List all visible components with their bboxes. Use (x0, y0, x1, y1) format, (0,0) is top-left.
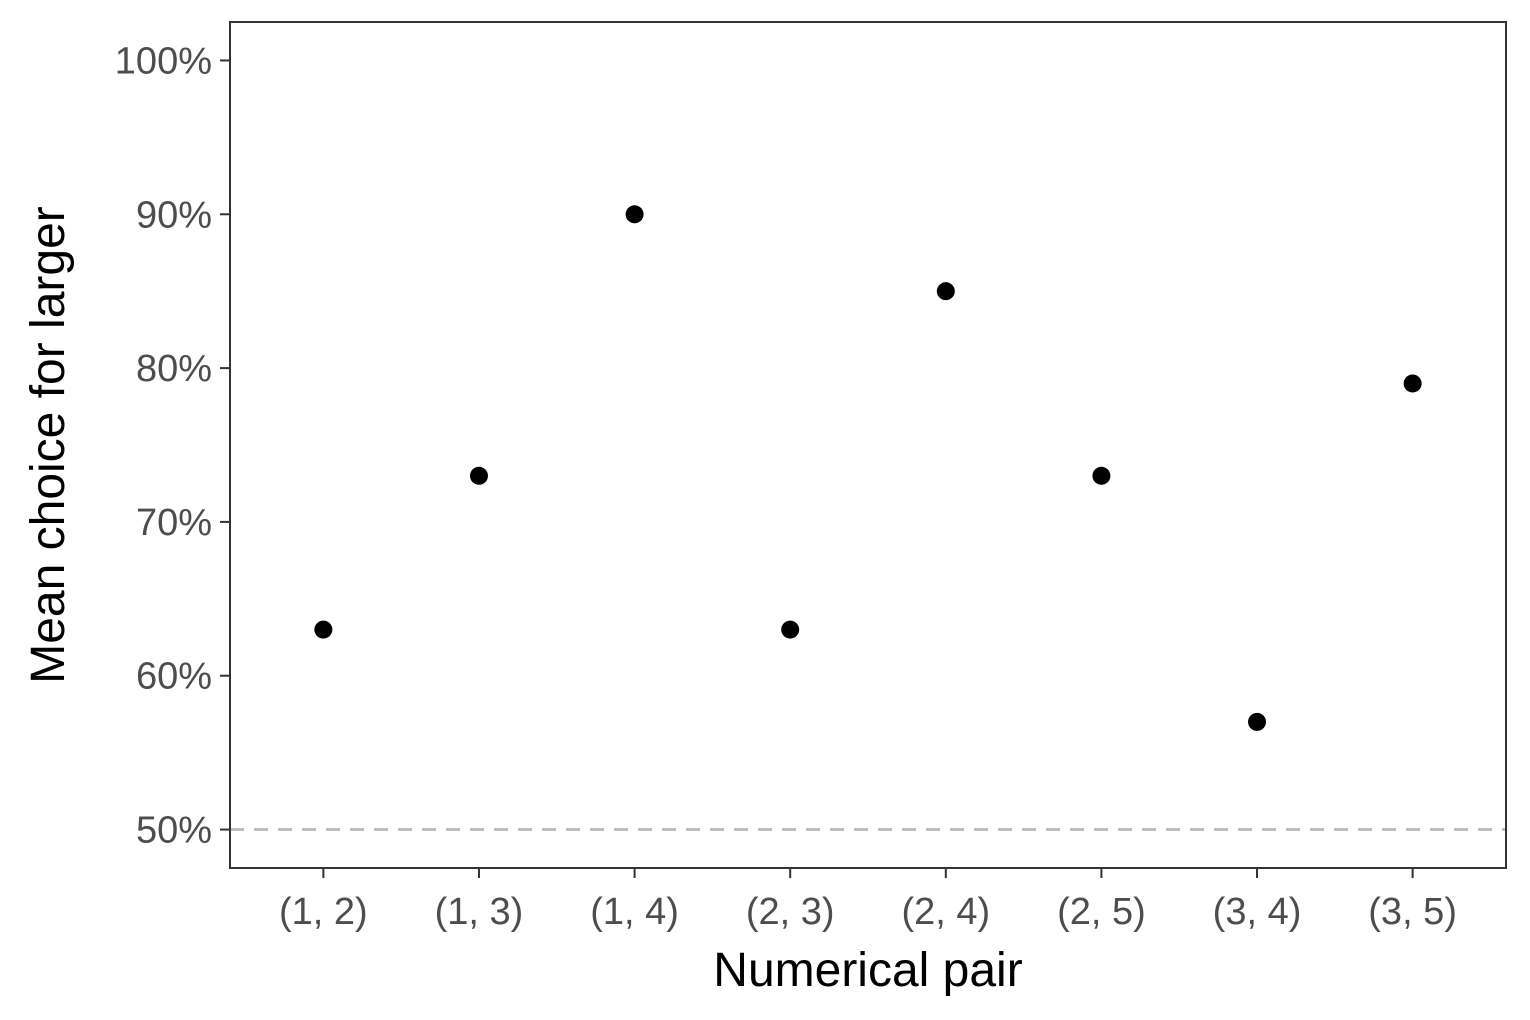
data-point (625, 205, 644, 224)
y-tick-label: 100% (115, 40, 212, 82)
y-tick-label: 70% (136, 502, 212, 544)
plot-panel (229, 21, 1507, 869)
y-tick-label: 50% (136, 810, 212, 852)
y-tick-label: 80% (136, 348, 212, 390)
x-tick-label: (1, 2) (279, 891, 368, 933)
x-tick-label: (3, 4) (1213, 891, 1302, 933)
y-axis-title: Mean choice for larger (22, 206, 75, 684)
data-point (1403, 374, 1422, 393)
data-point (1092, 466, 1111, 485)
panel-border (229, 21, 1507, 869)
x-tick-label: (3, 5) (1368, 891, 1457, 933)
data-point (1248, 712, 1267, 731)
x-tick-label: (2, 5) (1057, 891, 1146, 933)
y-axis: 50% 60% 70% 80% 90% 100% (115, 40, 230, 852)
y-tick-label: 90% (136, 194, 212, 236)
x-tick-label: (2, 3) (746, 891, 835, 933)
data-point (314, 620, 333, 639)
data-points (314, 205, 1422, 731)
x-tick-label: (2, 4) (901, 891, 990, 933)
x-tick-label: (1, 4) (590, 891, 679, 933)
data-point (469, 466, 488, 485)
data-point (781, 620, 800, 639)
y-tick-label: 60% (136, 656, 212, 698)
x-axis-title: Numerical pair (713, 944, 1022, 997)
x-axis: (1, 2) (1, 3) (1, 4) (2, 3) (2, 4) (2, 5) (3, … (279, 868, 1457, 933)
x-tick-label: (1, 3) (435, 891, 524, 933)
data-point (936, 282, 955, 301)
